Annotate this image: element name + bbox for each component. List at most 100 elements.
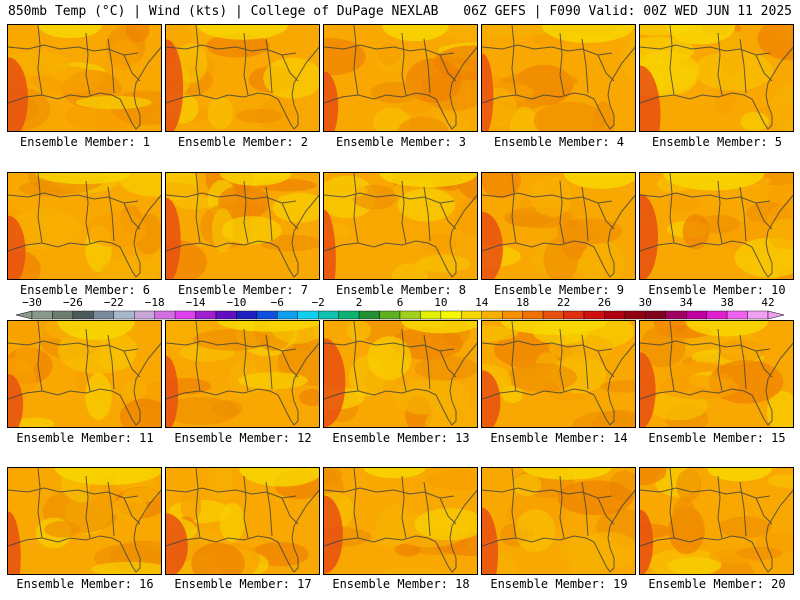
- ensemble-member-map: [7, 24, 162, 132]
- colorbar-bin: [726, 310, 748, 320]
- ensemble-member-label: Ensemble Member: 8: [335, 283, 467, 297]
- colorbar-tick: 38: [720, 296, 734, 309]
- colorbar-bin: [379, 310, 401, 320]
- colorbar-bin: [215, 310, 237, 320]
- colorbar-bin: [645, 310, 666, 320]
- colorbar-tick: −14: [185, 296, 206, 309]
- colorbar-tick: −30: [22, 296, 42, 309]
- colorbar-bin: [174, 310, 196, 320]
- colorbar-bin: [277, 310, 298, 320]
- colorbar-tick: −10: [226, 296, 247, 309]
- ensemble-member-label: Ensemble Member: 12: [174, 431, 312, 445]
- ensemble-member-label: Ensemble Member: 4: [493, 135, 625, 149]
- colorbar-bin: [481, 310, 503, 320]
- ensemble-member-label: Ensemble Member: 18: [332, 577, 470, 591]
- ensemble-member-label: Ensemble Member: 15: [648, 431, 786, 445]
- colorbar-bin: [399, 310, 421, 320]
- colorbar-tick: −18: [144, 296, 165, 309]
- ensemble-member-label: Ensemble Member: 10: [648, 283, 786, 297]
- ensemble-member-map: [323, 467, 478, 575]
- colorbar-tick: 42: [761, 296, 775, 309]
- ensemble-member-map: [165, 320, 320, 428]
- colorbar-tick: 2: [355, 296, 363, 309]
- ensemble-member-map: [7, 467, 162, 575]
- ensemble-member-map: [639, 24, 794, 132]
- colorbar-tick: −26: [62, 296, 83, 309]
- colorbar-bin: [256, 310, 278, 320]
- ensemble-member-label: Ensemble Member: 20: [648, 577, 786, 591]
- colorbar-bin: [134, 310, 155, 320]
- colorbar-bin: [747, 310, 769, 320]
- ensemble-member-map: [165, 24, 320, 132]
- colorbar-bin: [236, 310, 258, 320]
- colorbar-bin: [31, 310, 53, 320]
- ensemble-member-label: Ensemble Member: 14: [490, 431, 628, 445]
- ensemble-member-map: [323, 172, 478, 280]
- colorbar-bin: [461, 310, 482, 320]
- ensemble-member-label: Ensemble Member: 3: [335, 135, 467, 149]
- ensemble-member-label: Ensemble Member: 5: [651, 135, 783, 149]
- colorbar-tick: 30: [638, 296, 652, 309]
- colorbar-bin: [420, 310, 442, 320]
- colorbar-tick: 22: [556, 296, 571, 309]
- colorbar-bin: [195, 310, 217, 320]
- map-title: 850mb Temp (°C) | Wind (kts) | College o…: [8, 4, 439, 19]
- colorbar-arrow-high: [767, 310, 785, 320]
- ensemble-member-map: [481, 320, 636, 428]
- ensemble-member-map: [323, 320, 478, 428]
- colorbar-bin: [297, 310, 319, 320]
- ensemble-member-map: [7, 320, 162, 428]
- colorbar-tick: −22: [103, 296, 124, 309]
- colorbar-bin: [686, 310, 707, 320]
- ensemble-member-map: [7, 172, 162, 280]
- ensemble-member-label: Ensemble Member: 6: [19, 283, 151, 297]
- colorbar-bin: [583, 310, 605, 320]
- ensemble-member-label: Ensemble Member: 17: [174, 577, 312, 591]
- ensemble-member-map: [165, 172, 320, 280]
- colorbar-bin: [338, 310, 360, 320]
- colorbar-bin: [502, 310, 523, 320]
- colorbar-bin: [440, 310, 462, 320]
- colorbar-bin: [154, 310, 176, 320]
- colorbar-bin: [706, 310, 728, 320]
- colorbar-tick: 10: [434, 296, 448, 309]
- ensemble-member-label: Ensemble Member: 11: [16, 431, 154, 445]
- colorbar-tick: 26: [597, 296, 612, 309]
- ensemble-member-map: [481, 172, 636, 280]
- ensemble-member-label: Ensemble Member: 9: [493, 283, 625, 297]
- ensemble-member-map: [639, 467, 794, 575]
- ensemble-member-label: Ensemble Member: 1: [19, 135, 151, 149]
- colorbar-arrow-low: [15, 310, 33, 320]
- ensemble-member-label: Ensemble Member: 2: [177, 135, 309, 149]
- colorbar-bin: [93, 310, 114, 320]
- colorbar-bin: [604, 310, 626, 320]
- colorbar-tick: −6: [270, 296, 284, 309]
- colorbar-bin: [52, 310, 74, 320]
- ensemble-member-label: Ensemble Member: 19: [490, 577, 628, 591]
- ensemble-member-map: [639, 320, 794, 428]
- colorbar-bin: [624, 310, 646, 320]
- colorbar-tick: 18: [516, 296, 530, 309]
- ensemble-member-map: [639, 172, 794, 280]
- colorbar-bin: [665, 310, 687, 320]
- colorbar-tick: 14: [475, 296, 489, 309]
- colorbar-bin: [563, 310, 585, 320]
- colorbar-bin: [72, 310, 94, 320]
- temperature-colorbar: [15, 310, 785, 320]
- colorbar-tick: −2: [311, 296, 325, 309]
- ensemble-member-label: Ensemble Member: 13: [332, 431, 470, 445]
- colorbar-bin: [542, 310, 564, 320]
- colorbar-bin: [318, 310, 339, 320]
- ensemble-member-label: Ensemble Member: 16: [16, 577, 154, 591]
- colorbar-tick: 34: [679, 296, 693, 309]
- colorbar-bin: [522, 310, 544, 320]
- colorbar-bin: [113, 310, 135, 320]
- run-valid-time: 06Z GEFS | F090 Valid: 00Z WED JUN 11 20…: [463, 4, 792, 19]
- ensemble-member-map: [481, 24, 636, 132]
- ensemble-member-map: [323, 24, 478, 132]
- ensemble-member-map: [481, 467, 636, 575]
- colorbar-bin: [358, 310, 380, 320]
- colorbar-tick: 6: [396, 296, 404, 309]
- ensemble-member-map: [165, 467, 320, 575]
- ensemble-member-label: Ensemble Member: 7: [177, 283, 309, 297]
